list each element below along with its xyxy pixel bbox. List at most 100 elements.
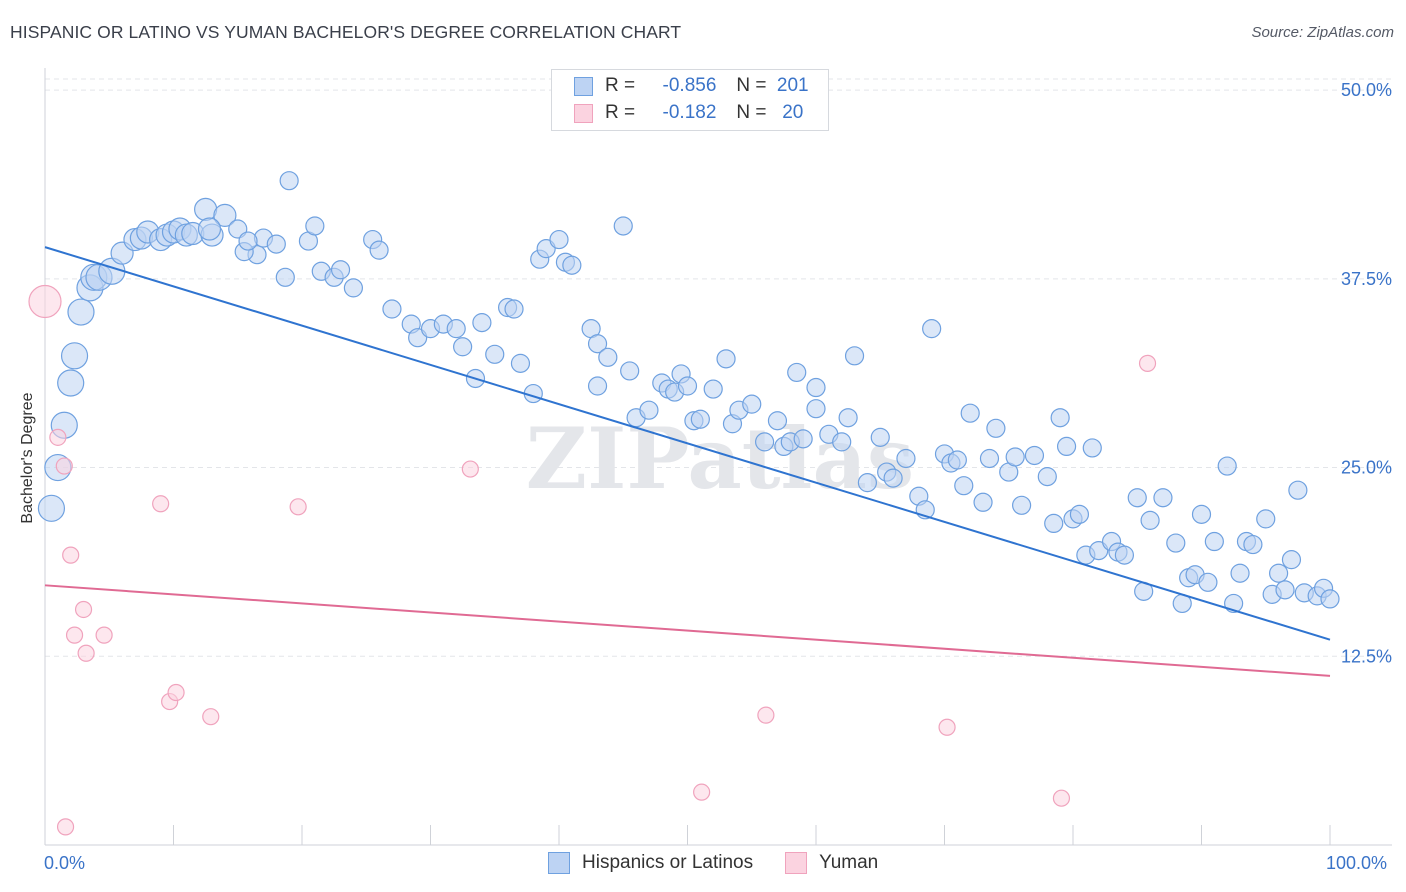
hispanic-point-39	[369, 240, 389, 260]
yuman-point-4	[65, 626, 84, 644]
hispanic-point-118	[1082, 438, 1102, 458]
hispanic-point-40	[382, 299, 402, 319]
hispanic-point-136	[1230, 563, 1250, 583]
yuman-point-6	[77, 644, 95, 662]
hispanic-point-105	[979, 448, 1000, 469]
hispanic-point-85	[806, 377, 826, 398]
hispanic-point-92	[870, 427, 890, 447]
hispanic-point-75	[716, 349, 736, 369]
legend-swatch-pink	[574, 103, 593, 123]
yuman-point-10	[167, 683, 185, 702]
hispanic-point-91	[857, 473, 878, 493]
hispanic-point-109	[1011, 495, 1032, 515]
hispanic-point-36	[330, 260, 351, 280]
yuman-point-7	[95, 626, 113, 644]
legend-row-yuman: R = -0.182 N = 20	[574, 100, 814, 126]
trend-lines	[44, 246, 1331, 677]
hispanic-point-113	[1050, 408, 1070, 428]
hispanic-point-64	[620, 361, 640, 381]
hispanic-point-34	[305, 216, 325, 236]
hispanic-points	[37, 171, 1340, 614]
hispanic-point-141	[1268, 563, 1289, 583]
hispanic-point-30	[279, 171, 299, 191]
yuman-point-15	[757, 706, 775, 724]
hispanic-point-51	[504, 299, 524, 319]
hispanic-point-3	[57, 369, 85, 397]
yuman-points	[28, 284, 1157, 836]
y-tick-label-3: 50.0%	[1341, 80, 1392, 100]
hispanic-point-126	[1153, 488, 1173, 508]
hispanic-point-56	[549, 229, 569, 250]
hispanic-point-5	[67, 298, 95, 326]
hispanic-point-131	[1191, 504, 1212, 524]
yuman-point-5	[74, 600, 93, 619]
hispanic-point-134	[1217, 456, 1237, 476]
hispanic-point-28	[238, 231, 258, 251]
hispanic-point-94	[883, 468, 903, 488]
yuman-point-19	[56, 818, 75, 836]
hispanic-point-138	[1243, 534, 1263, 555]
yuman-point-18	[1138, 354, 1157, 372]
y-tick-labels: 12.5% 25.0% 37.5% 50.0%	[1341, 80, 1392, 666]
yuman-point-11	[202, 708, 220, 726]
hispanic-point-110	[1024, 445, 1045, 466]
hispanic-point-23	[197, 217, 222, 241]
hispanic-point-89	[838, 408, 858, 428]
yuman-point-3	[62, 546, 80, 564]
correlation-legend: R = -0.856 N = 201 R = -0.182 N = 20	[551, 69, 829, 131]
y-axis-title: Bachelor's Degree	[19, 392, 36, 524]
y-tick-label-1: 25.0%	[1341, 458, 1392, 478]
hispanic-point-48	[472, 313, 492, 333]
yuman-point-14	[693, 783, 711, 801]
hispanic-point-52	[510, 353, 531, 373]
hispanic-point-123	[1127, 488, 1147, 508]
legend-row-hispanic: R = -0.856 N = 201	[574, 73, 814, 99]
hispanic-point-84	[793, 429, 813, 449]
hispanic-point-20	[194, 197, 218, 221]
hispanic-point-4	[60, 342, 89, 370]
hispanic-point-71	[677, 376, 698, 396]
hispanic-point-0	[37, 494, 66, 522]
axes	[44, 68, 1392, 846]
hispanic-point-66	[639, 400, 659, 420]
hispanic-point-73	[690, 409, 710, 429]
hispanic-point-125	[1140, 510, 1160, 530]
yuman-point-13	[461, 460, 479, 478]
chart-title: HISPANIC OR LATINO VS YUMAN BACHELOR'S D…	[10, 22, 682, 42]
source-label: Source: ZipAtlas.com	[1251, 24, 1394, 41]
hispanic-point-63	[613, 216, 633, 236]
hispanic-point-74	[703, 379, 723, 399]
hispanic-point-148	[1320, 589, 1340, 609]
watermark: ZIPatlas	[526, 409, 914, 508]
hispanic-point-83	[787, 362, 807, 383]
hispanic-point-22	[213, 203, 237, 228]
hispanic-point-45	[446, 319, 466, 339]
x-tick-label-min: 0.0%	[44, 853, 86, 873]
hispanic-point-95	[896, 448, 916, 469]
hispanic-point-143	[1281, 550, 1302, 570]
hispanic-point-122	[1114, 545, 1135, 565]
hispanic-point-104	[973, 492, 993, 512]
legend-item-hispanic: Hispanics or Latinos	[548, 852, 753, 874]
y-tick-label-2: 37.5%	[1341, 269, 1392, 289]
hispanic-point-108	[1005, 447, 1025, 467]
hispanic-point-133	[1204, 531, 1224, 552]
hispanic-point-60	[587, 334, 608, 354]
hispanic-point-78	[742, 394, 762, 414]
hispanic-point-101	[947, 450, 967, 470]
hispanic-point-58	[562, 255, 582, 275]
hispanic-point-79	[754, 432, 775, 452]
x-tick-label-max: 100.0%	[1326, 853, 1388, 873]
hispanic-point-61	[587, 376, 608, 396]
trend-line-yuman	[44, 584, 1331, 677]
hispanic-point-37	[343, 278, 363, 298]
yuman-point-12	[289, 498, 307, 516]
yuman-point-0	[28, 284, 62, 319]
hispanic-point-102	[954, 476, 974, 496]
hispanic-point-116	[1069, 504, 1090, 524]
trend-line-hispanic	[44, 246, 1331, 641]
hispanic-point-142	[1275, 580, 1295, 600]
hispanic-point-46	[453, 337, 473, 357]
hispanic-point-90	[844, 346, 865, 366]
hispanic-point-139	[1256, 509, 1276, 529]
